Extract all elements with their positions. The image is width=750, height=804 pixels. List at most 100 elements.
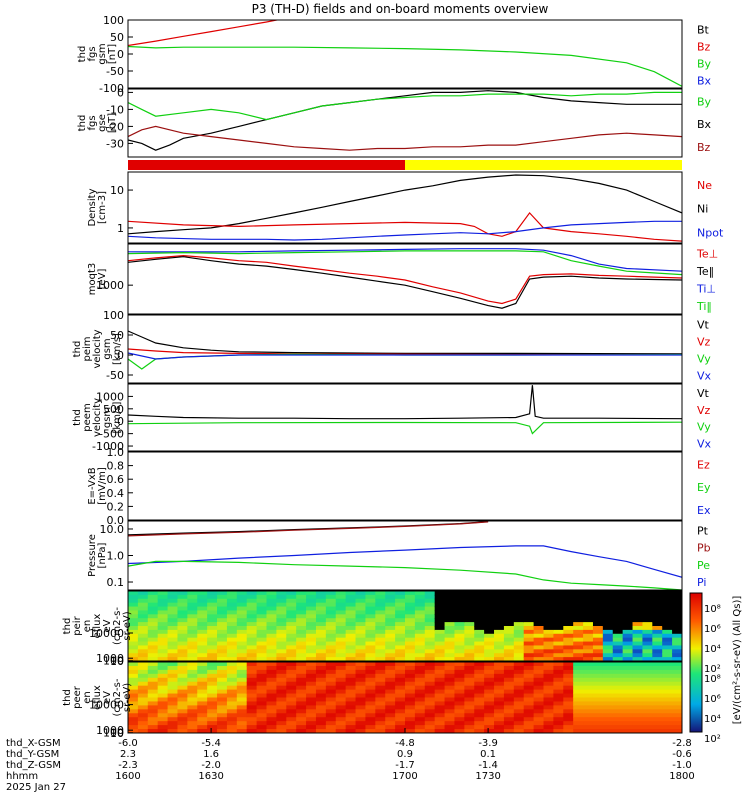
spectrogram-cell: [246, 645, 258, 650]
spectrogram-cell: [543, 653, 554, 658]
spectrogram-cell: [405, 709, 416, 714]
spectrogram-cell: [197, 598, 208, 604]
spectrogram-cell: [157, 689, 169, 695]
spectrogram-cell: [652, 725, 663, 730]
spectrogram-cell: [494, 693, 505, 699]
spectrogram-cell: [573, 626, 584, 631]
spectrogram-cell: [652, 629, 663, 635]
spectrogram-cell: [286, 649, 297, 654]
spectrogram-cell: [365, 637, 376, 643]
spectrogram-cell: [325, 598, 337, 604]
series-group: [128, 20, 682, 87]
y-tick-label: 0.0: [107, 514, 125, 527]
spectrogram-cell: [523, 721, 535, 726]
spectrogram-cell: [513, 622, 525, 627]
spectrogram-cell: [325, 697, 337, 703]
spectrogram-cell: [484, 721, 495, 726]
spectrogram-cell: [276, 665, 287, 671]
spectrogram-cell: [226, 618, 238, 623]
spectrogram-cell: [563, 626, 574, 631]
spectrogram-cell: [315, 641, 327, 647]
spectrogram-cell: [602, 645, 614, 650]
spectrogram-cell: [157, 669, 169, 675]
spectrogram-cell: [632, 641, 644, 647]
spectrogram-cell: [444, 594, 456, 600]
spectrogram-cell: [325, 693, 337, 699]
spectrogram-cell: [573, 610, 584, 615]
spectrogram-cell: [147, 721, 159, 726]
spectrogram-cell: [662, 618, 673, 623]
spectrogram-cell: [385, 713, 396, 718]
y-tick-label: -500: [99, 428, 124, 441]
spectrogram-cell: [177, 709, 188, 714]
spectrogram-cell: [157, 717, 169, 722]
spectrogram-cell: [217, 653, 228, 658]
spectrogram-cell: [563, 665, 574, 671]
spectrogram-cell: [434, 729, 446, 733]
spectrogram-cell: [652, 602, 663, 608]
spectrogram-cell: [167, 681, 179, 687]
spectrogram-cell: [405, 705, 416, 710]
spectrogram-cell: [434, 649, 446, 654]
spectrogram-cell: [405, 594, 416, 600]
spectrogram-cell: [315, 653, 327, 658]
spectrogram-cell: [444, 713, 456, 718]
spectrogram-cell: [454, 709, 465, 714]
spectrogram-cell: [177, 610, 188, 615]
spectrogram-cell: [355, 697, 367, 703]
spectrogram-cell: [197, 610, 208, 615]
spectrogram-cell: [533, 669, 545, 675]
spectrogram-cell: [365, 649, 376, 654]
spectrogram-cell: [355, 713, 367, 718]
spectrogram-cell: [345, 725, 357, 730]
spectrogram-cell: [128, 665, 139, 671]
spectrogram-cell: [286, 713, 297, 718]
y-axis-label: eV: [102, 691, 113, 704]
spectrogram-cell: [612, 721, 624, 726]
spectrogram-cell: [197, 626, 208, 631]
spectrogram-cell: [147, 725, 159, 730]
panel-mode_bar: [128, 160, 682, 170]
spectrogram-cell: [266, 614, 277, 619]
spectrogram-cell: [642, 606, 653, 612]
spectrogram-cell: [405, 697, 416, 703]
spectrogram-cell: [523, 689, 535, 695]
spectrogram-cell: [583, 685, 594, 691]
spectrogram-cell: [137, 629, 149, 635]
spectrogram-cell: [434, 717, 446, 722]
spectrogram-cell: [553, 721, 564, 726]
spectrogram-cell: [306, 653, 317, 658]
spectrogram-cell: [464, 657, 475, 661]
spectrogram-cell: [226, 641, 238, 647]
spectrogram-cell: [197, 649, 208, 654]
y-axis-label: peim: [82, 336, 93, 361]
spectrogram-cell: [355, 622, 367, 627]
spectrogram-cell: [385, 709, 396, 714]
legend-entry: Pt: [697, 524, 709, 537]
spectrogram-cell: [405, 677, 416, 683]
spectrogram-cell: [533, 645, 545, 650]
spectrogram-cell: [325, 665, 337, 671]
spectrogram-cell: [424, 629, 436, 635]
spectrogram-cell: [276, 701, 287, 706]
spectrogram-cell: [167, 610, 179, 615]
spectrogram-cell: [573, 591, 584, 596]
spectrogram-cell: [137, 709, 149, 714]
spectrogram-cell: [622, 598, 634, 604]
series-line-By: [128, 91, 682, 121]
spectrogram-cell: [395, 701, 406, 706]
spectrogram-cell: [553, 717, 564, 722]
spectrogram-cell: [642, 645, 653, 650]
spectrogram-cell: [256, 622, 268, 627]
spectrogram-cell: [533, 614, 545, 619]
spectrogram-cell: [236, 709, 248, 714]
spectrogram-cell: [207, 709, 218, 714]
spectrogram-cell: [226, 665, 238, 671]
spectrogram-cell: [315, 673, 327, 679]
y-tick-label: 100: [103, 655, 124, 668]
spectrogram-cell: [523, 594, 535, 600]
spectrogram-cell: [137, 606, 149, 612]
spectrogram-cell: [385, 649, 396, 654]
spectrogram-cell: [553, 626, 564, 631]
spectrogram-cell: [187, 669, 198, 675]
